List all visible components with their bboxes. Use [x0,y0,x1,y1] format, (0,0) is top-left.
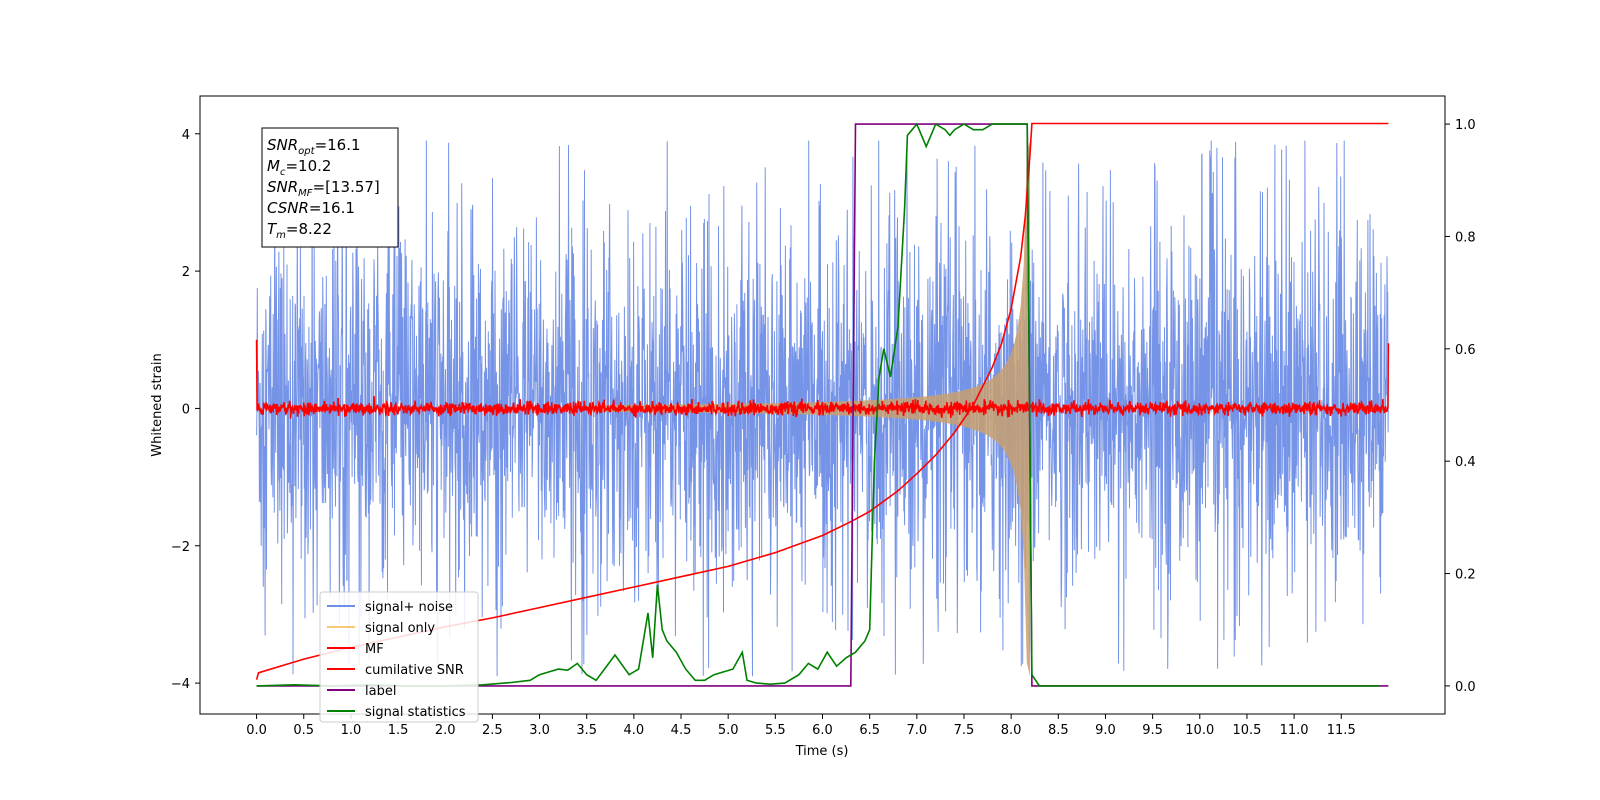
x-tick-label: 3.0 [529,723,550,738]
y-tick-label: 2 [182,265,190,280]
x-tick-label: 8.5 [1048,723,1069,738]
legend-entry-label: label [365,684,396,699]
x-tick-label: 9.0 [1095,723,1116,738]
y-tick-label: 4 [182,128,190,143]
legend-frame [319,591,479,723]
x-tick-label: 9.5 [1142,723,1163,738]
annotation-subscript: MF [298,188,313,199]
annotation-symbol: T [267,220,278,238]
x-tick-label: 3.5 [576,723,597,738]
annotation-value: =8.22 [286,220,332,238]
y-tick-label: −2 [171,540,190,555]
x-tick-label: 0.0 [246,723,267,738]
annotation-symbol: SNR [267,136,298,154]
annotation-symbol: M [267,157,280,175]
series-signal-statistics-line [256,122,1379,687]
annotation-value: =16.1 [315,136,361,154]
annotation-line: SNRopt=16.1 [267,136,361,157]
y-tick-label: 0 [182,402,190,417]
annotation-line: SNRMF=[13.57] [267,178,380,199]
x-tick-label: 6.5 [859,723,880,738]
annotation-symbol: SNR [267,178,298,196]
y2-tick-label: 0.8 [1455,230,1476,245]
annotation-value: =10.2 [285,157,331,175]
legend-entry-label: MF [365,642,384,657]
annotation-box: SNRopt=16.1Mc=10.2SNRMF=[13.57]CSNR=16.1… [261,127,399,248]
y2-tick-label: 0.6 [1455,343,1476,358]
annotation-line: Mc=10.2 [267,157,331,178]
x-tick-label: 10.5 [1232,723,1261,738]
annotation-subscript: opt [298,146,315,157]
x-tick-label: 1.0 [341,723,362,738]
x-tick-label: 7.0 [906,723,927,738]
x-tick-label: 2.0 [435,723,456,738]
annotation-subscript: m [276,230,286,241]
x-axis-label: Time (s) [795,744,849,759]
legend: signal+ noise signal only MF cumilative SNR… [319,591,479,723]
x-tick-label: 4.5 [671,723,692,738]
annotation-frame [261,127,399,248]
y2-tick-label: 1.0 [1455,118,1476,133]
series-mf-line [255,339,1390,419]
y-tick-label: −4 [171,677,190,692]
annotation-value: =16.1 [309,199,355,217]
annotation-value: =[13.57] [313,178,380,196]
x-tick-label: 8.0 [1001,723,1022,738]
y-axis-label: Whitened strain [150,353,165,456]
annotation-line: Tm=8.22 [267,220,332,241]
y2-tick-label: 0.4 [1455,455,1476,470]
legend-entry-label: signal only [365,621,435,636]
x-tick-label: 11.5 [1327,723,1356,738]
annotation-symbol: CSNR [267,199,309,217]
x-tick-label: 6.0 [812,723,833,738]
axes: 0.0 0.5 1.0 1.5 2.0 2.5 3.0 3.5 4.0 4.5 5.0 5.5 6.0 6… [171,118,1476,738]
x-tick-label: 1.5 [388,723,409,738]
x-tick-label: 2.5 [482,723,503,738]
x-tick-label: 11.0 [1280,723,1309,738]
y2-tick-label: 0.0 [1455,680,1476,695]
x-tick-label: 0.5 [293,723,314,738]
x-tick-label: 5.5 [765,723,786,738]
legend-entry-label: signal+ noise [365,600,453,615]
y2-tick-label: 0.2 [1455,568,1476,583]
annotation-subscript: c [280,167,286,178]
legend-entry-label: signal statistics [365,705,466,720]
legend-entry-label: cumilative SNR [365,663,464,678]
x-tick-label: 4.0 [624,723,645,738]
series-signal-noise-line [256,140,1389,677]
x-tick-label: 5.0 [718,723,739,738]
annotation-line: CSNR=16.1 [267,199,355,217]
x-tick-label: 7.5 [954,723,975,738]
x-tick-label: 10.0 [1185,723,1214,738]
